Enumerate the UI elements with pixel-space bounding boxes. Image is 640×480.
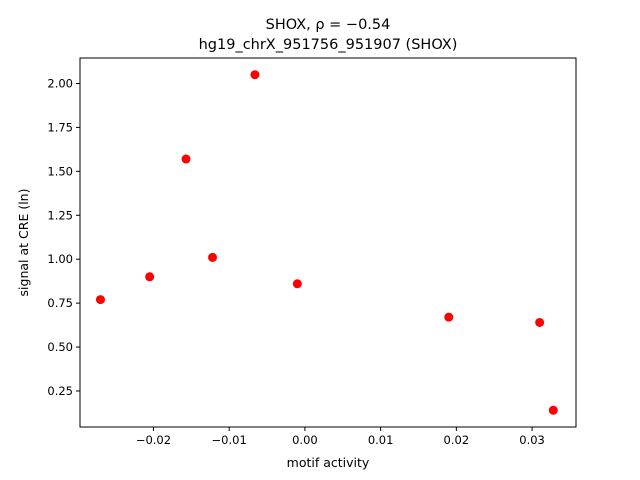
data-point-8 bbox=[535, 317, 545, 327]
y-tick-label: 0.50 bbox=[47, 340, 73, 354]
x-tick-label: −0.01 bbox=[212, 433, 247, 447]
data-point-6 bbox=[292, 279, 302, 289]
y-tick-label: 0.75 bbox=[47, 296, 73, 310]
y-tick-label: 2.00 bbox=[47, 76, 73, 90]
y-tick-label: 0.25 bbox=[47, 384, 73, 398]
x-axis-ticks: −0.02 −0.01 0.00 0.01 0.02 0.03 bbox=[136, 427, 545, 447]
data-point-4 bbox=[208, 252, 218, 262]
data-point-9 bbox=[548, 405, 558, 415]
y-axis-label: signal at CRE (ln) bbox=[16, 189, 31, 297]
data-point-1 bbox=[95, 295, 105, 305]
y-tick-label: 1.25 bbox=[47, 208, 73, 222]
y-axis-ticks: 0.25 0.50 0.75 1.00 1.25 1.50 1.75 2.00 bbox=[47, 76, 80, 398]
x-tick-label: 0.01 bbox=[368, 433, 394, 447]
y-tick-label: 1.75 bbox=[47, 120, 73, 134]
chart-title-line2: hg19_chrX_951756_951907 (SHOX) bbox=[199, 37, 458, 53]
data-point-7 bbox=[444, 312, 454, 322]
x-tick-label: 0.00 bbox=[292, 433, 318, 447]
data-point-3 bbox=[181, 154, 191, 164]
chart-title-line1: SHOX, ρ = −0.54 bbox=[266, 17, 391, 33]
data-point-2 bbox=[145, 272, 155, 282]
x-tick-label: −0.02 bbox=[136, 433, 171, 447]
x-tick-label: 0.03 bbox=[519, 433, 545, 447]
x-axis-label: motif activity bbox=[287, 455, 370, 470]
y-tick-label: 1.00 bbox=[47, 252, 73, 266]
data-points bbox=[95, 70, 558, 415]
y-tick-label: 1.50 bbox=[47, 164, 73, 178]
x-tick-label: 0.02 bbox=[444, 433, 470, 447]
data-point-5 bbox=[250, 70, 260, 80]
plot-frame bbox=[79, 57, 577, 428]
